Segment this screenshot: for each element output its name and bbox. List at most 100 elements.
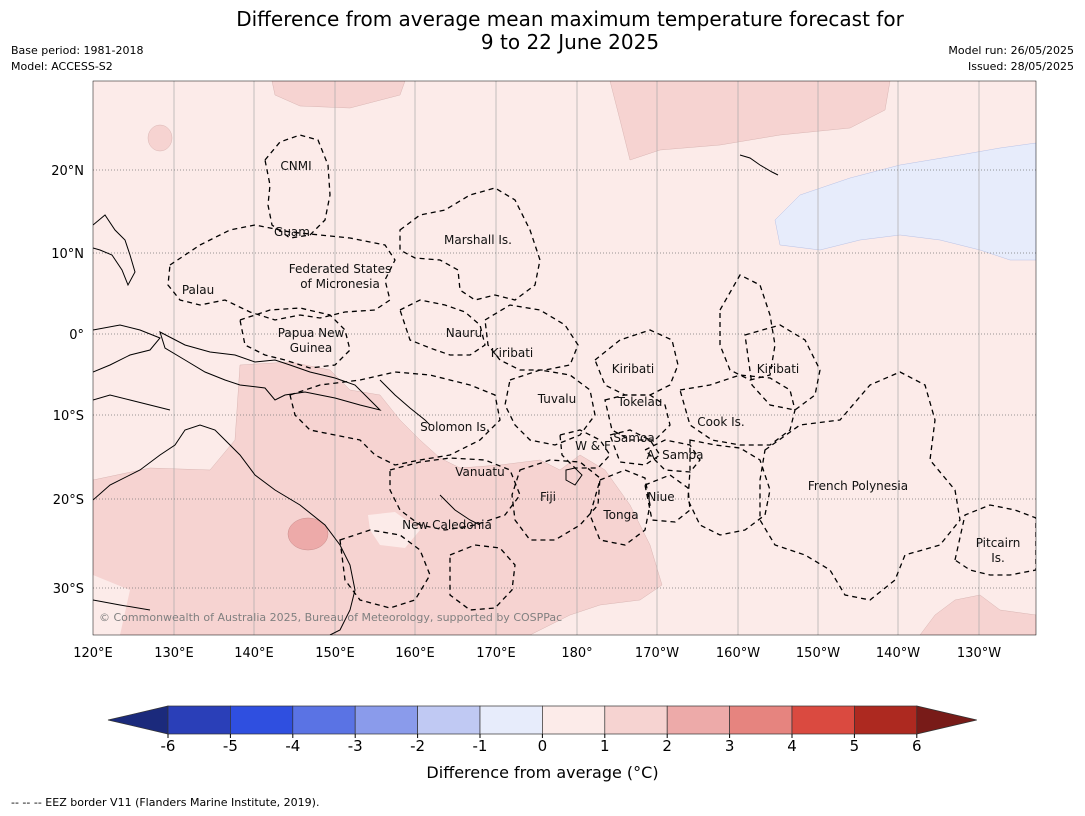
colorbar: -6 -5 -4 -3 -2 -1 0 1 2 3 4 5 6 [107, 705, 977, 755]
chart-title: Difference from average mean maximum tem… [0, 8, 1085, 54]
indonesia-islands [93, 394, 171, 411]
lat-tick-label: 0° [69, 328, 84, 343]
label-tokelau: Tokelau [617, 395, 663, 409]
anomaly-0-1-area [368, 512, 420, 548]
colorbar-tick-label: 0 [538, 737, 548, 755]
label-kiribati-west: Kiribati [491, 346, 533, 360]
label-palau: Palau [182, 283, 214, 297]
eez-new-zealand-islands [449, 544, 516, 611]
anomaly-1-2-area [919, 594, 1036, 635]
eez-french-polynesia [759, 371, 961, 601]
australia-coast [93, 424, 356, 635]
lon-tick-label: 170°E [476, 646, 516, 661]
map-frame [92, 80, 1037, 636]
fiji-coast [565, 467, 583, 486]
colorbar-tick-label: -1 [473, 737, 488, 755]
eez-vanuatu [389, 457, 521, 531]
model-run-text: Model run: 26/05/2025 [948, 44, 1074, 57]
colorbar-segment [542, 705, 606, 735]
eez-nauru [399, 299, 486, 356]
base-period-text: Base period: 1981-2018 [11, 44, 144, 57]
lon-tick-label: 160°E [395, 646, 435, 661]
label-kiribati-east: Kiribati [757, 362, 799, 376]
anomaly-1-2-area [147, 124, 173, 152]
lon-tick-label: 130°E [154, 646, 194, 661]
eez-cnmi-guam [264, 134, 331, 239]
region-labels: CNMI Guam Marshall Is. Federated States … [182, 159, 1020, 565]
eez-new-caledonia [339, 529, 431, 609]
indonesia-coast [93, 324, 161, 373]
label-tonga: Tonga [602, 508, 638, 522]
issued-text: Issued: 28/05/2025 [967, 60, 1074, 73]
eez-kiribati-west [484, 304, 579, 371]
philippines-coast [93, 214, 136, 287]
colorbar-tick-label: 1 [600, 737, 610, 755]
anomaly-2-3-area [287, 517, 329, 551]
colorbar-tick-label: 3 [725, 737, 735, 755]
label-solomon: Solomon Is. [420, 420, 490, 434]
colorbar-segment [230, 705, 294, 735]
colorbar-tick-label: 6 [912, 737, 922, 755]
colorbar-tick-label: -2 [410, 737, 425, 755]
eez-samoa [609, 429, 661, 466]
label-samoa: Samoa [613, 431, 654, 445]
colorbar-segment [417, 705, 481, 735]
lon-tick-label: 140°E [234, 646, 274, 661]
colorbar-segment [791, 705, 855, 735]
eez-cook-north [679, 374, 796, 446]
hawaii-islands [739, 154, 779, 176]
anomaly-1-2-area [271, 81, 406, 109]
label-french-polynesia: French Polynesia [808, 479, 908, 493]
label-png-2: Guinea [290, 341, 333, 355]
anomaly-m1-0-area [774, 142, 1036, 261]
label-guam: Guam [274, 225, 310, 239]
colorbar-extend-high [916, 705, 977, 735]
colorbar-label: Difference from average (°C) [426, 763, 659, 782]
colorbar-tick-label: 5 [850, 737, 860, 755]
coastlines [93, 154, 779, 635]
lat-tick-label: 10°N [51, 247, 84, 262]
label-cnmi: CNMI [280, 159, 311, 173]
copyright-text: © Commonwealth of Australia 2025, Bureau… [99, 611, 562, 624]
lon-tick-label: 160°W [716, 646, 760, 661]
label-pitcairn-2: Is. [991, 551, 1005, 565]
label-vanuatu: Vanuatu [455, 465, 505, 479]
colorbar-tick-label: -3 [348, 737, 363, 755]
label-marshall: Marshall Is. [444, 233, 512, 247]
eez-legend-text: -- -- -- EEZ border V11 (Flanders Marine… [11, 796, 320, 809]
label-niue: Niue [647, 490, 674, 504]
lon-tick-label: 180° [561, 646, 592, 661]
eez-png-north [239, 307, 351, 369]
label-pitcairn-1: Pitcairn [976, 536, 1021, 550]
map-panel: CNMI Guam Marshall Is. Federated States … [93, 81, 1036, 635]
meta-left: Base period: 1981-2018 Model: ACCESS-S2 [11, 43, 143, 75]
label-png-1: Papua New [278, 326, 345, 340]
title-line-2: 9 to 22 June 2025 [480, 30, 660, 54]
new-guinea-coast [159, 331, 382, 411]
colorbar-tick-label: -6 [161, 737, 176, 755]
label-nauru: Nauru [446, 326, 482, 340]
meta-right: Model run: 26/05/2025 Issued: 28/05/2025 [948, 43, 1074, 75]
eez-tokelau [604, 394, 671, 441]
eez-tuvalu [504, 369, 596, 446]
lat-tick-label: 20°N [51, 164, 84, 179]
new-caledonia-coast [439, 494, 481, 526]
label-new-caledonia: New Caledonia [402, 518, 492, 532]
lon-tick-label: 170°W [635, 646, 679, 661]
label-tuvalu: Tuvalu [537, 392, 577, 406]
lon-tick-label: 120°E [73, 646, 113, 661]
label-american-samoa: A. Samoa [647, 448, 704, 462]
eez-tonga [589, 469, 651, 546]
lat-tick-label: 30°S [53, 582, 84, 597]
eez-solomon [289, 371, 501, 466]
anomaly-1-2-area [540, 81, 891, 161]
colorbar-segment [292, 705, 356, 735]
eez-kiribati-east [744, 324, 821, 411]
colorbar-tick-label: -4 [285, 737, 300, 755]
colorbar-segment [729, 705, 793, 735]
eez-kiribati-central [594, 329, 679, 396]
lon-tick-label: 150°E [315, 646, 355, 661]
anomaly-0-1-area [93, 575, 130, 635]
colorbar-segment [666, 705, 730, 735]
